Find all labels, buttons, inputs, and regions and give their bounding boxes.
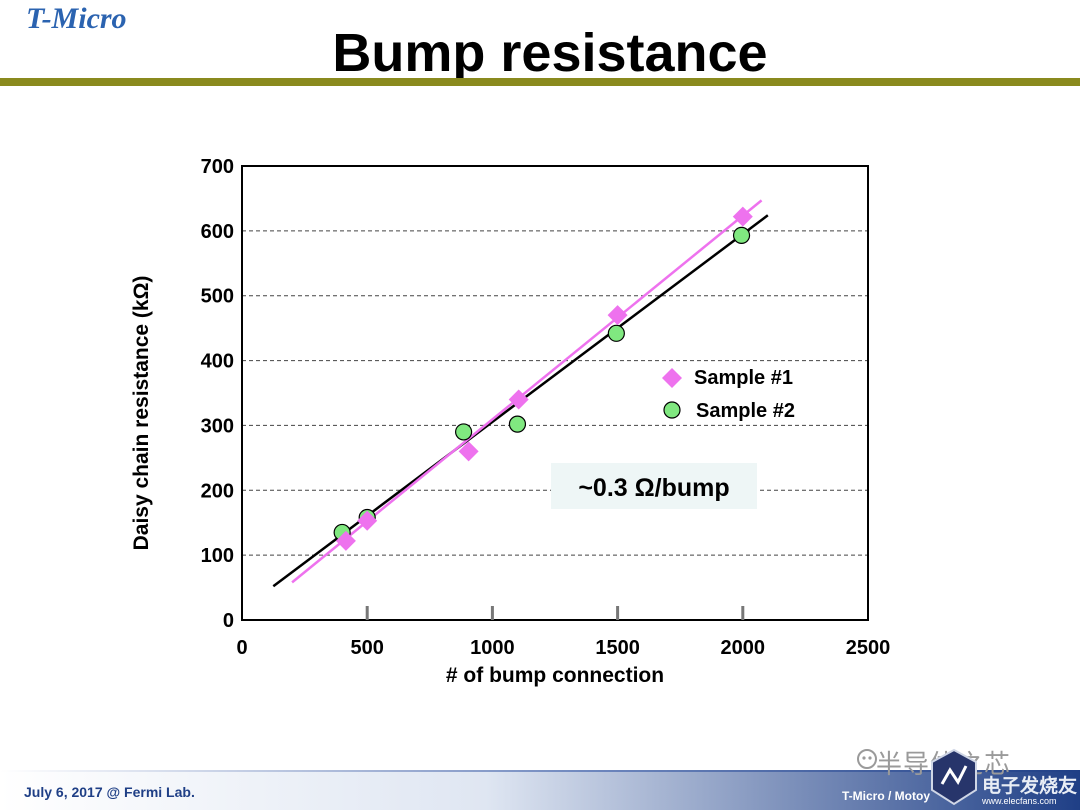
data-point-sample-2: [732, 226, 751, 244]
footer-divider: [0, 770, 1080, 773]
annotation-text: ~0.3 Ω/bump: [578, 474, 729, 502]
legend-marker-sample-1: [662, 368, 682, 388]
data-point-sample-1: [335, 530, 356, 551]
y-tick-label: 700: [201, 156, 234, 178]
footer-credit: T-Micro / Motoy: [842, 789, 930, 803]
data-point-sample-1: [357, 510, 378, 531]
wechat-icon: [857, 749, 877, 769]
annotation-box: [551, 463, 757, 509]
title-divider: [0, 78, 1080, 86]
data-point-sample-1: [508, 389, 529, 410]
elecfans-logo-icon: [931, 748, 977, 806]
watermark-url: www.elecfans.com: [982, 796, 1057, 806]
y-tick-label: 100: [201, 545, 234, 567]
y-tick-label: 200: [201, 480, 234, 502]
x-tick-label: 500: [351, 637, 384, 659]
x-axis-label: # of bump connection: [446, 664, 664, 687]
data-point-sample-2: [607, 324, 625, 342]
plot-frame: [241, 165, 869, 621]
x-tick-label: 1500: [595, 637, 640, 659]
data-point-sample-2: [455, 423, 473, 441]
data-point-sample-2: [508, 415, 527, 433]
y-axis-label: Daisy chain resistance (kΩ): [130, 276, 153, 551]
data-point-sample-1: [458, 441, 479, 462]
company-logo: T-Micro: [26, 2, 127, 35]
x-tick-label: 2000: [721, 637, 766, 659]
y-tick-label: 500: [201, 286, 234, 308]
y-tick-label: 0: [223, 610, 234, 632]
legend-marker-sample-2: [663, 401, 681, 419]
x-tick-label: 0: [236, 637, 247, 659]
data-point-sample-1: [732, 206, 753, 227]
x-tick-label: 2500: [846, 637, 891, 659]
watermark-brand: 电子发烧友: [982, 776, 1078, 797]
x-tick-label: 1000: [470, 637, 515, 659]
y-tick-label: 600: [201, 221, 234, 243]
bump-resistance-chart: 0 100 200 300 400 500 600 700 0 500 1000 1500 2000 25…: [130, 156, 891, 687]
footer-date: July 6, 2017 @ Fermi Lab.: [24, 784, 195, 800]
y-tick-label: 400: [201, 351, 234, 373]
data-point-sample-1: [607, 305, 628, 326]
y-tick-label: 300: [201, 415, 234, 437]
slide-title: Bump resistance: [332, 23, 768, 83]
footer-band: [0, 772, 1080, 810]
legend-label-sample-2: Sample #2: [696, 400, 795, 422]
legend-label-sample-1: Sample #1: [694, 367, 793, 389]
